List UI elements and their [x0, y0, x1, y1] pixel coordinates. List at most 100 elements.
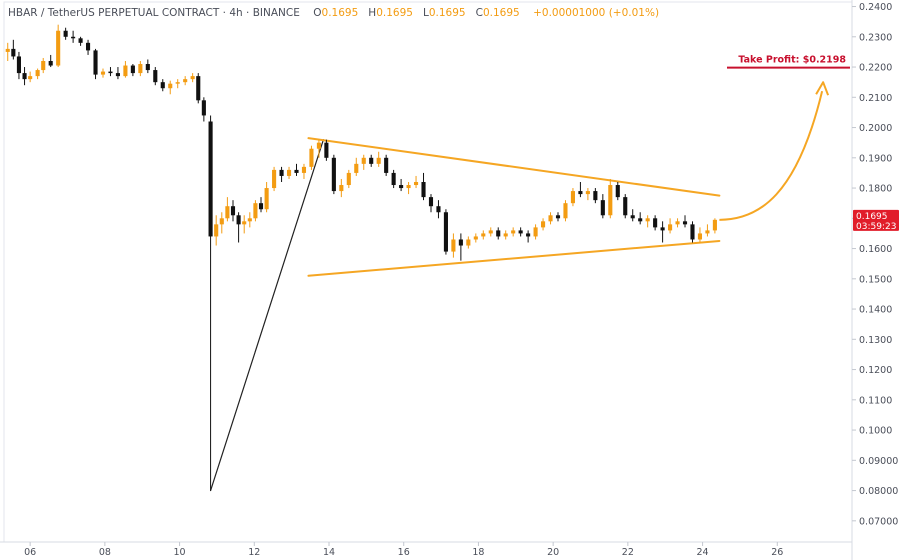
x-tick-label: 24 — [697, 547, 709, 558]
y-tick-label: 0.2200 — [859, 63, 892, 74]
candle-body — [369, 157, 374, 164]
candle-body — [130, 65, 135, 74]
candle-body — [436, 206, 441, 213]
candle-body — [503, 233, 508, 237]
candle-body — [399, 185, 404, 189]
y-tick-label: 0.2000 — [859, 123, 892, 134]
open-value: 0.1695 — [321, 7, 359, 19]
candle-body — [488, 230, 493, 234]
x-tick-label: 26 — [771, 547, 783, 558]
candle-body — [600, 200, 605, 216]
candle-body — [339, 185, 344, 192]
candle-body — [563, 203, 568, 219]
candle-body — [660, 227, 665, 231]
drawings[interactable] — [209, 137, 721, 492]
candle-body — [511, 230, 516, 234]
y-tick-label: 0.1200 — [859, 365, 892, 376]
candle-body — [123, 65, 128, 77]
symbol-name[interactable]: HBAR / TetherUS PERPETUAL CONTRACT — [8, 7, 220, 19]
candle-body — [473, 236, 478, 240]
upper-trendline[interactable] — [307, 137, 721, 197]
x-tick-label: 12 — [248, 547, 260, 558]
candle-body — [183, 79, 188, 83]
candle-body — [406, 185, 411, 189]
last-price-tag — [853, 209, 899, 231]
candle-body — [346, 172, 351, 186]
candle-body — [585, 191, 590, 195]
y-tick-label: 0.09000 — [859, 456, 898, 467]
candle-body — [85, 42, 91, 51]
low-label: L — [422, 7, 429, 19]
candle-body — [593, 191, 598, 201]
candle-body — [201, 100, 206, 116]
x-tick-label: 14 — [323, 547, 335, 558]
candle-body — [570, 191, 575, 204]
x-tick-label: 22 — [622, 547, 634, 558]
candle-body — [153, 70, 158, 83]
change-value: +0.00001000 (+0.01%) — [533, 7, 660, 19]
y-tick-label: 0.2300 — [859, 32, 892, 43]
candle-body — [16, 56, 21, 74]
candle-body — [466, 239, 471, 246]
candle-body — [219, 218, 224, 225]
high-label: H — [368, 7, 377, 19]
candle-body — [413, 182, 419, 186]
candle-body — [668, 224, 673, 231]
candle-body — [518, 230, 523, 234]
candle-body — [236, 215, 241, 225]
candle-body — [705, 230, 710, 234]
candle-body — [309, 148, 314, 167]
candle-body — [630, 215, 635, 219]
candle-body — [376, 157, 381, 164]
candle-body — [526, 233, 531, 237]
take-profit-label: Take Profit: $0.2198 — [738, 55, 846, 66]
close-label: C — [475, 7, 483, 19]
candle-body — [190, 76, 195, 80]
candle-body — [615, 185, 620, 198]
candle-body — [578, 191, 583, 195]
interval-label[interactable]: 4h — [229, 7, 243, 19]
candle-body — [272, 169, 277, 189]
lower-trendline[interactable] — [307, 239, 721, 277]
candles — [5, 24, 717, 491]
candle-body — [230, 206, 236, 216]
y-tick-label: 0.2100 — [859, 93, 892, 104]
candle-body — [421, 182, 426, 198]
y-tick-label: 0.1600 — [859, 244, 892, 255]
x-tick-label: 16 — [398, 547, 410, 558]
candle-body — [264, 188, 269, 210]
candle-body — [258, 203, 264, 210]
candle-body — [93, 50, 98, 75]
candle-body — [690, 224, 695, 240]
y-tick-label: 0.08000 — [859, 486, 898, 497]
candle-body — [196, 76, 201, 101]
candle-body — [391, 172, 396, 186]
candle-body — [145, 64, 150, 71]
candle-body — [35, 70, 40, 77]
bar-countdown-timer: 03:59:23 — [856, 222, 896, 232]
candle-body — [653, 218, 658, 228]
candle-body — [682, 221, 688, 225]
candle-body — [28, 76, 33, 80]
close-value: 0.1695 — [482, 7, 520, 19]
chart-header: HBAR / TetherUS PERPETUAL CONTRACT · 4h … — [8, 7, 660, 19]
candle-body — [100, 71, 106, 75]
candle-body — [63, 30, 68, 37]
y-tick-label: 0.1000 — [859, 426, 892, 437]
candle-body — [316, 142, 321, 149]
candle-body — [638, 218, 643, 222]
y-tick-label: 0.2400 — [859, 2, 892, 13]
candle-body — [608, 185, 613, 216]
candle-body — [294, 169, 299, 173]
y-tick-label: 0.07000 — [859, 516, 898, 527]
candle-body — [324, 142, 329, 158]
arrow-head — [815, 81, 830, 96]
flagpole-line[interactable] — [209, 139, 325, 492]
candle-body — [225, 206, 230, 219]
grid — [3, 1, 853, 543]
candle-body — [555, 215, 561, 219]
candle-body — [361, 157, 366, 164]
